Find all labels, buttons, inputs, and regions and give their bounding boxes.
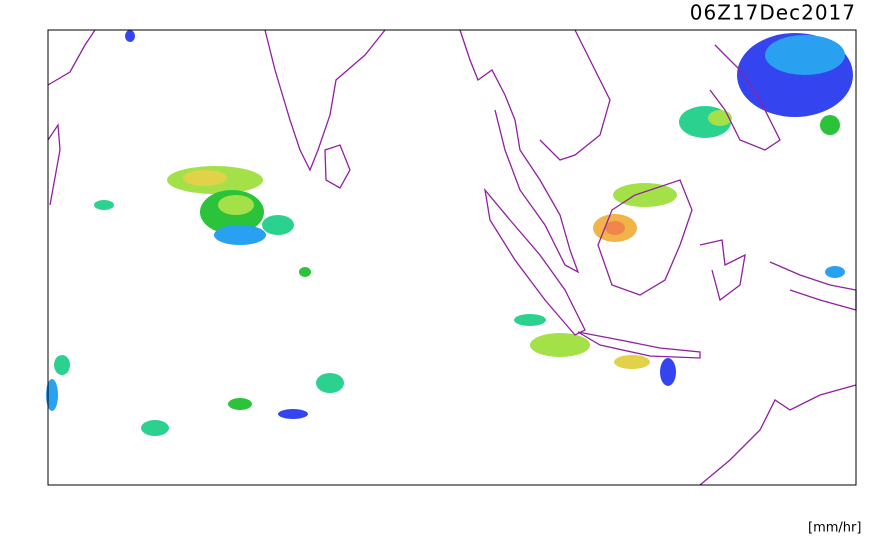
rain-cell: [765, 35, 845, 75]
rain-cell: [514, 314, 546, 326]
rain: [46, 30, 853, 436]
map-frame: [47, 29, 857, 486]
rain-cell: [125, 30, 135, 42]
rain-cell: [183, 170, 227, 186]
colorbar-unit: [mm/hr]: [808, 521, 861, 536]
coastline: [699, 384, 857, 486]
rain-cell: [228, 398, 252, 410]
rain-cell: [94, 200, 114, 210]
coastline: [597, 179, 693, 296]
rain-cell: [46, 379, 58, 411]
coastline: [324, 144, 351, 189]
rain-cell: [708, 110, 732, 126]
coastline: [47, 29, 96, 86]
coastline: [709, 44, 781, 151]
rain-cell: [278, 409, 308, 419]
rain-cell: [614, 355, 650, 369]
rain-cell: [262, 215, 294, 235]
rain-cell: [613, 183, 677, 207]
coastline: [577, 331, 701, 359]
rain-cell: [316, 373, 344, 393]
rain-cell: [605, 221, 625, 235]
rain-cell: [530, 333, 590, 357]
map-title: 06Z17Dec2017: [690, 1, 856, 25]
rain-cell: [299, 267, 311, 277]
coastline: [47, 123, 61, 206]
rain-cell: [218, 195, 254, 215]
coastline: [264, 29, 386, 172]
rain-cell: [141, 420, 169, 436]
rain-cell: [214, 225, 266, 245]
coastline: [459, 29, 580, 274]
rain-cell: [820, 115, 840, 135]
coastline: [699, 239, 746, 302]
rain-cell: [825, 266, 845, 278]
rain-cell: [54, 355, 70, 375]
coastline: [539, 29, 611, 161]
rain-cell: [660, 358, 676, 386]
